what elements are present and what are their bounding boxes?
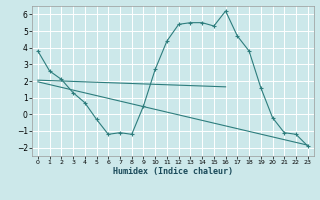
X-axis label: Humidex (Indice chaleur): Humidex (Indice chaleur) [113,167,233,176]
